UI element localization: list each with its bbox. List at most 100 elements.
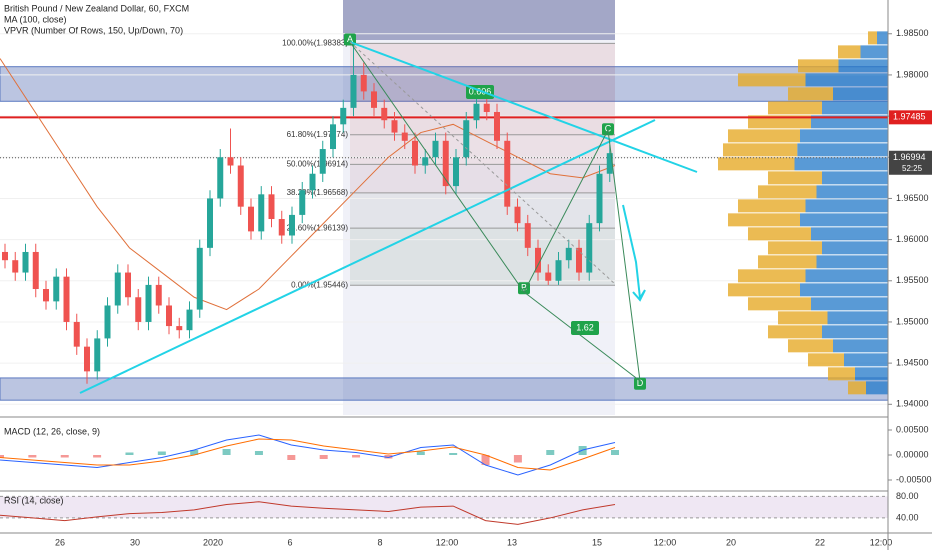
volume-up	[833, 339, 888, 353]
candle-body	[412, 140, 418, 166]
volume-down	[738, 269, 806, 283]
volume-up	[811, 115, 888, 129]
candle-body	[576, 247, 582, 273]
macd-histogram	[287, 455, 296, 460]
volume-up	[822, 325, 888, 339]
price-tag-label: 1.97485	[893, 112, 926, 122]
macd-histogram	[254, 451, 263, 455]
volume-down	[758, 255, 817, 269]
fib-label: 50.00%(1.96914)	[287, 159, 349, 168]
candle-body	[155, 284, 162, 306]
volume-up	[800, 129, 888, 143]
volume-down	[738, 199, 806, 213]
pattern-label: D	[637, 378, 644, 388]
candle-body	[125, 272, 131, 298]
volume-down	[768, 171, 822, 185]
macd-line	[0, 434, 616, 476]
candle-body	[535, 247, 541, 273]
zone	[0, 377, 889, 401]
price-tag-label: 1.96994	[893, 152, 926, 162]
candle-body	[207, 198, 213, 248]
candle-body	[176, 326, 183, 331]
volume-up	[800, 213, 888, 227]
macd-histogram	[0, 455, 4, 458]
candle-body	[483, 103, 490, 112]
candle-body	[442, 140, 449, 187]
volume-down	[758, 185, 817, 199]
volume-down	[728, 213, 800, 227]
x-tick-label: 13	[507, 537, 517, 547]
candle-body	[473, 103, 480, 121]
candle-body	[248, 206, 254, 232]
candle-body	[145, 284, 152, 322]
macd-histogram	[352, 455, 361, 458]
volume-down	[828, 367, 855, 381]
trend-line	[349, 41, 698, 173]
x-tick-label: 22	[815, 537, 825, 547]
volume-up	[844, 353, 888, 367]
volume-down	[848, 381, 866, 395]
macd-histogram	[157, 451, 166, 455]
candle-body	[514, 206, 521, 224]
fib-band	[350, 164, 615, 193]
candle-body	[268, 194, 275, 220]
volume-up	[811, 297, 888, 311]
candle-body	[504, 140, 511, 207]
x-tick-label: 8	[377, 537, 382, 547]
volume-up	[822, 171, 888, 185]
candle-body	[289, 214, 295, 236]
y-tick-label: 0.00000	[896, 449, 929, 459]
macd-histogram	[60, 455, 69, 458]
volume-up	[822, 101, 888, 115]
indicator-label: MA (100, close)	[4, 14, 67, 24]
volume-up	[866, 381, 888, 395]
volume-up	[855, 367, 888, 381]
candle-body	[278, 219, 285, 236]
x-tick-label: 15	[592, 537, 602, 547]
volume-down	[718, 157, 795, 171]
rsi-band	[0, 496, 888, 518]
macd-histogram	[449, 453, 458, 455]
volume-down	[808, 353, 844, 367]
ratio-box	[571, 321, 599, 335]
candle-body	[73, 321, 80, 347]
x-tick-label: 12:00	[654, 537, 677, 547]
candle-body	[319, 149, 326, 174]
fib-label: 100.00%(1.98383)	[282, 39, 348, 48]
candle-body	[463, 120, 470, 158]
macd-histogram	[481, 455, 490, 465]
volume-up	[794, 157, 888, 171]
candle-body	[401, 132, 408, 141]
y-tick-label: 1.98000	[896, 69, 929, 79]
rsi-line	[0, 501, 616, 525]
volume-down	[728, 129, 800, 143]
volume-down	[788, 339, 833, 353]
macd-histogram	[93, 455, 102, 458]
volume-down	[748, 115, 811, 129]
x-tick-label: 12:00	[436, 537, 459, 547]
candle-body	[166, 305, 172, 327]
candle-body	[391, 120, 398, 133]
rsi-title: RSI (14, close)	[4, 495, 64, 505]
date-range-band	[343, 0, 615, 415]
volume-up	[811, 227, 888, 241]
volume-down	[748, 297, 811, 311]
candle-body	[350, 74, 357, 108]
volume-down	[788, 87, 833, 101]
volume-down	[798, 59, 839, 73]
fib-label: 0.00%(1.95446)	[291, 280, 348, 289]
price-tag	[889, 110, 932, 125]
macd-histogram	[546, 450, 555, 455]
macd-histogram	[384, 455, 393, 459]
volume-up	[816, 255, 888, 269]
candle-body	[309, 173, 316, 191]
volume-up	[833, 87, 888, 101]
pattern-label: B	[521, 283, 527, 293]
candle-body	[217, 157, 224, 199]
candle-body	[494, 111, 500, 141]
x-tick-label: 12:00	[870, 537, 893, 547]
x-tick-label: 30	[130, 537, 140, 547]
volume-up	[822, 241, 888, 255]
macd-title: MACD (12, 26, close, 9)	[4, 426, 100, 436]
